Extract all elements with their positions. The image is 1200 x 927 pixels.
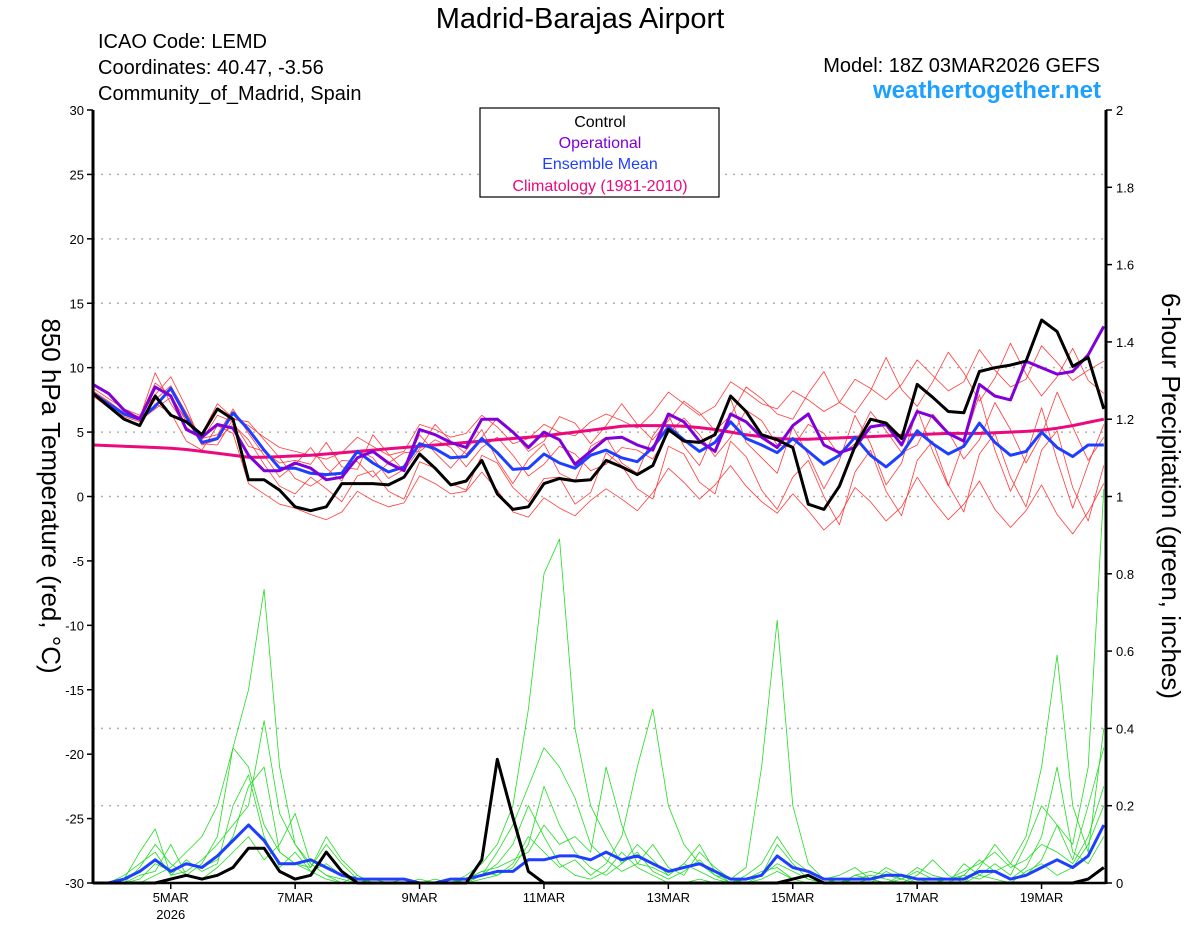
icao-code: ICAO Code: LEMD bbox=[98, 31, 267, 53]
y2-tick-label: 1.2 bbox=[1116, 412, 1134, 427]
temperature-member-line bbox=[92, 394, 1105, 526]
y2-tick-label: 2 bbox=[1116, 103, 1123, 118]
climatology-line bbox=[92, 417, 1105, 459]
y-tick-label: -15 bbox=[65, 683, 84, 698]
temperature-member-line bbox=[92, 342, 1105, 472]
legend-control: Control bbox=[574, 114, 626, 131]
legend-ensemble-mean: Ensemble Mean bbox=[542, 156, 658, 173]
gridlines bbox=[93, 173, 1106, 807]
y-tick-label: -25 bbox=[65, 812, 84, 827]
ensemble-mean-precip-line bbox=[93, 823, 1106, 885]
precip-member-line bbox=[93, 766, 1105, 884]
y2-tick-label: 0.6 bbox=[1116, 644, 1134, 659]
temperature-member-line bbox=[92, 385, 1105, 509]
x-tick-label: 5MAR bbox=[153, 890, 189, 905]
y2-tick-label: 1 bbox=[1116, 490, 1123, 505]
temperature-member-line bbox=[92, 345, 1104, 460]
y-tick-label: -10 bbox=[65, 618, 84, 633]
legend-operational: Operational bbox=[559, 135, 642, 152]
y2-tick-label: 1.4 bbox=[1116, 335, 1134, 350]
y2-tick-label: 0.8 bbox=[1116, 567, 1134, 582]
temperature-member-line bbox=[92, 376, 1105, 487]
y-tick-label: 20 bbox=[70, 232, 84, 247]
y2-tick-label: 1.8 bbox=[1116, 180, 1134, 195]
x-tick-label: 17MAR bbox=[895, 890, 938, 905]
x-year-label: 2026 bbox=[156, 907, 185, 922]
axes: 302520151050-5-10-15-20-25-3021.81.61.41… bbox=[65, 103, 1134, 922]
chart-title: Madrid-Barajas Airport bbox=[436, 3, 725, 35]
control-temperature-line bbox=[92, 318, 1106, 513]
y2-tick-label: 0 bbox=[1116, 876, 1123, 891]
site-link[interactable]: weathertogether.net bbox=[872, 77, 1101, 104]
y-tick-label: -30 bbox=[65, 876, 84, 891]
x-tick-label: 13MAR bbox=[647, 890, 690, 905]
x-tick-label: 19MAR bbox=[1020, 890, 1063, 905]
y-tick-label: 15 bbox=[70, 296, 84, 311]
y2-tick-label: 0.2 bbox=[1116, 799, 1134, 814]
x-tick-label: 9MAR bbox=[401, 890, 437, 905]
region: Community_of_Madrid, Spain bbox=[98, 83, 361, 105]
y2-tick-label: 1.6 bbox=[1116, 258, 1134, 273]
y-tick-label: -5 bbox=[72, 554, 84, 569]
y-tick-label: 30 bbox=[70, 103, 84, 118]
legend-box bbox=[479, 107, 720, 198]
x-tick-label: 7MAR bbox=[277, 890, 313, 905]
y-tick-label: 10 bbox=[70, 361, 84, 376]
y-tick-label: 0 bbox=[77, 490, 84, 505]
y2-tick-label: 0.4 bbox=[1116, 721, 1134, 736]
y-tick-label: 5 bbox=[77, 425, 84, 440]
coordinates: Coordinates: 40.47, -3.56 bbox=[98, 57, 324, 79]
legend: Control Operational Ensemble Mean Climat… bbox=[479, 107, 720, 198]
y-tick-label: -20 bbox=[65, 747, 84, 762]
x-tick-label: 11MAR bbox=[523, 890, 565, 905]
y-axis-title: 850 hPa Temperature (red, °C) bbox=[36, 318, 66, 673]
y2-axis-title: 6-hour Precipitation (green, inches) bbox=[1156, 293, 1186, 699]
x-tick-label: 15MAR bbox=[771, 890, 814, 905]
legend-climatology: Climatology (1981-2010) bbox=[512, 178, 687, 195]
temperature-member-line bbox=[92, 395, 1105, 535]
precip-member-line bbox=[93, 654, 1105, 884]
ensemble-mean-temperature-line bbox=[92, 386, 1104, 477]
model-info: Model: 18Z 03MAR2026 GEFS bbox=[823, 55, 1100, 77]
operational-temperature-line bbox=[92, 325, 1106, 482]
y-tick-label: 25 bbox=[70, 167, 84, 182]
